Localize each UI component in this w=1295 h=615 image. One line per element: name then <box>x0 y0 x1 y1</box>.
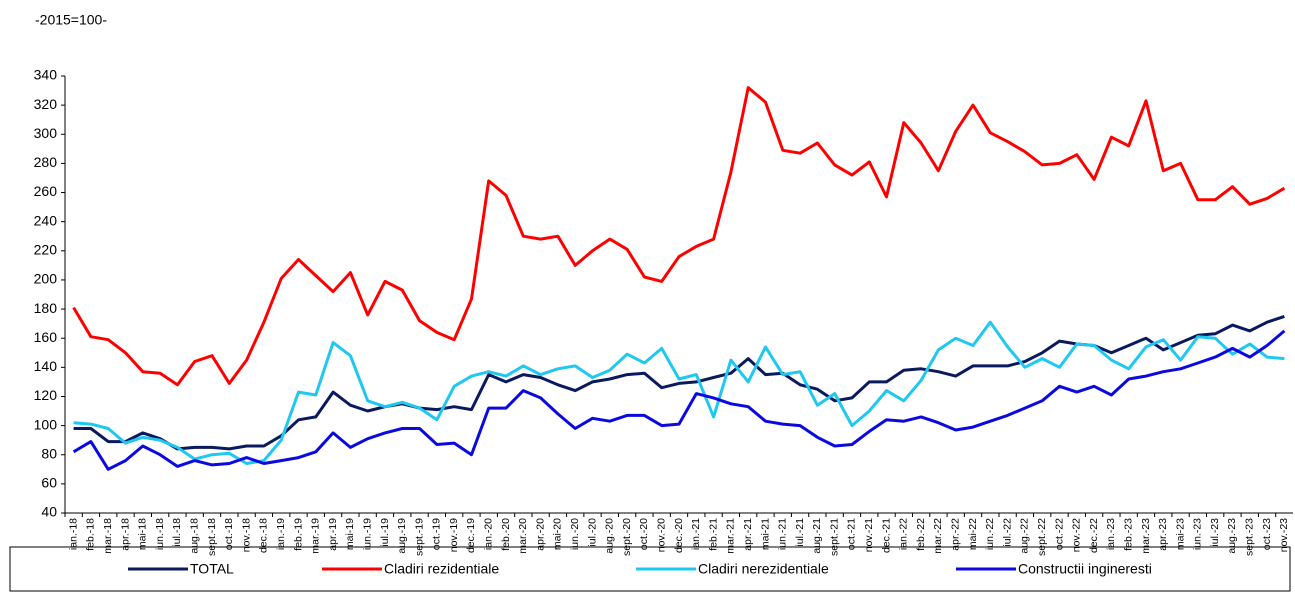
x-tick-label: aug.-23 <box>1226 518 1238 554</box>
x-tick-label: apr.-22 <box>950 518 962 551</box>
x-tick-label: oct.-23 <box>1261 518 1273 550</box>
x-tick-label: nov.-22 <box>1071 518 1083 552</box>
x-tick-label: iul.-18 <box>171 518 183 547</box>
x-tick-label: iul.-20 <box>586 518 598 547</box>
x-tick-label: iun.-19 <box>361 518 373 550</box>
x-tick-label: aug.-22 <box>1019 518 1031 554</box>
y-tick-label: 320 <box>34 96 58 112</box>
x-tick-label: oct.-20 <box>638 518 650 550</box>
y-tick-label: 160 <box>34 329 58 345</box>
y-tick-label: 340 <box>34 67 58 83</box>
y-tick-label: 140 <box>34 358 58 374</box>
x-tick-label: oct.-21 <box>846 518 858 550</box>
series-line <box>73 314 1285 451</box>
x-tick-label: aug.-18 <box>188 518 200 554</box>
x-tick-label: mai-20 <box>552 518 564 550</box>
x-tick-label: sept.-21 <box>828 518 840 556</box>
x-tick-label: apr.-23 <box>1157 518 1169 551</box>
y-tick-label: 180 <box>34 300 58 316</box>
y-tick-label: 200 <box>34 271 58 287</box>
x-tick-label: iun.-22 <box>984 518 996 550</box>
x-tick-label: ian.-18 <box>67 518 79 550</box>
x-tick-label: aug.-21 <box>811 518 823 554</box>
x-tick-label: feb.-18 <box>85 518 97 551</box>
x-tick-label: sept.-22 <box>1036 518 1048 556</box>
x-tick-label: iul.-19 <box>379 518 391 547</box>
x-tick-label: ian.-23 <box>1105 518 1117 550</box>
x-tick-label: iun.-23 <box>1192 518 1204 550</box>
x-tick-label: aug.-19 <box>396 518 408 554</box>
y-tick-label: 240 <box>34 212 58 228</box>
x-tick-label: aug.-20 <box>604 518 616 554</box>
x-tick-label: nov.-18 <box>240 518 252 552</box>
x-tick-label: sept.-23 <box>1244 518 1256 556</box>
x-tick-label: mai-22 <box>967 518 979 550</box>
y-tick-label: 300 <box>34 125 58 141</box>
x-tick-label: iun.-21 <box>777 518 789 550</box>
y-tick-label: 260 <box>34 183 58 199</box>
x-tick-label: nov.-23 <box>1278 518 1290 552</box>
x-tick-label: oct.-18 <box>223 518 235 550</box>
y-tick-label: 80 <box>41 445 57 461</box>
x-tick-label: dec.-22 <box>1088 518 1100 553</box>
x-tick-label: sept.-18 <box>206 518 218 556</box>
x-tick-label: dec.-21 <box>880 518 892 553</box>
x-tick-label: nov.-20 <box>655 518 667 552</box>
x-tick-label: nov.-19 <box>448 518 460 552</box>
x-tick-label: mai-18 <box>137 518 149 550</box>
x-tick-label: feb.-19 <box>292 518 304 551</box>
x-tick-label: mai-23 <box>1174 518 1186 550</box>
x-tick-label: mar.-21 <box>725 518 737 554</box>
x-tick-label: nov.-21 <box>863 518 875 552</box>
x-tick-label: mar.-22 <box>932 518 944 554</box>
series-line <box>73 320 1285 465</box>
x-tick-label: oct.-19 <box>431 518 443 550</box>
x-tick-label: iun.-18 <box>154 518 166 550</box>
x-tick-label: apr.-20 <box>534 518 546 551</box>
x-tick-label: mai-19 <box>344 518 356 550</box>
x-tick-label: apr.-21 <box>742 518 754 551</box>
x-tick-label: feb.-23 <box>1122 518 1134 551</box>
x-tick-label: ian.-22 <box>898 518 910 550</box>
x-tick-label: feb.-22 <box>915 518 927 551</box>
x-tick-label: iun.-20 <box>569 518 581 550</box>
series-line <box>72 329 1286 471</box>
x-tick-label: sept.-19 <box>413 518 425 556</box>
series-line <box>72 86 1286 387</box>
x-tick-label: mar.-19 <box>310 518 322 554</box>
x-tick-label: feb.-21 <box>707 518 719 551</box>
legend-label: Constructii ingineresti <box>1018 561 1152 577</box>
y-tick-label: 280 <box>34 154 58 170</box>
x-tick-label: mar.-20 <box>517 518 529 554</box>
y-tick-label: 220 <box>34 242 58 258</box>
x-tick-label: dec.-18 <box>258 518 270 553</box>
x-tick-label: dec.-20 <box>673 518 685 553</box>
x-tick-label: ian.-21 <box>690 518 702 550</box>
y-tick-label: 40 <box>41 504 57 520</box>
y-tick-label: 120 <box>34 387 58 403</box>
x-tick-label: apr.-18 <box>119 518 131 551</box>
y-tick-label: 100 <box>34 416 58 432</box>
x-tick-label: ian.-20 <box>483 518 495 550</box>
legend-label: TOTAL <box>190 561 234 577</box>
x-tick-label: apr.-19 <box>327 518 339 551</box>
x-tick-label: mai-21 <box>759 518 771 550</box>
legend-box <box>9 546 1291 592</box>
x-tick-label: iul.-22 <box>1001 518 1013 547</box>
x-tick-label: feb.-20 <box>500 518 512 551</box>
x-tick-label: dec.-19 <box>465 518 477 553</box>
x-tick-label: ian.-19 <box>275 518 287 550</box>
legend-label: Cladiri nerezidentiale <box>698 561 829 577</box>
x-tick-label: iul.-21 <box>794 518 806 547</box>
y-tick-label: 60 <box>41 475 57 491</box>
legend-label: Cladiri rezidentiale <box>384 561 499 577</box>
x-tick-label: mar.-23 <box>1140 518 1152 554</box>
x-tick-label: oct.-22 <box>1053 518 1065 550</box>
x-tick-label: mar.-18 <box>102 518 114 554</box>
chart-subtitle: -2015=100- <box>35 12 107 28</box>
x-tick-label: iul.-23 <box>1209 518 1221 547</box>
x-tick-label: sept.-20 <box>621 518 633 556</box>
